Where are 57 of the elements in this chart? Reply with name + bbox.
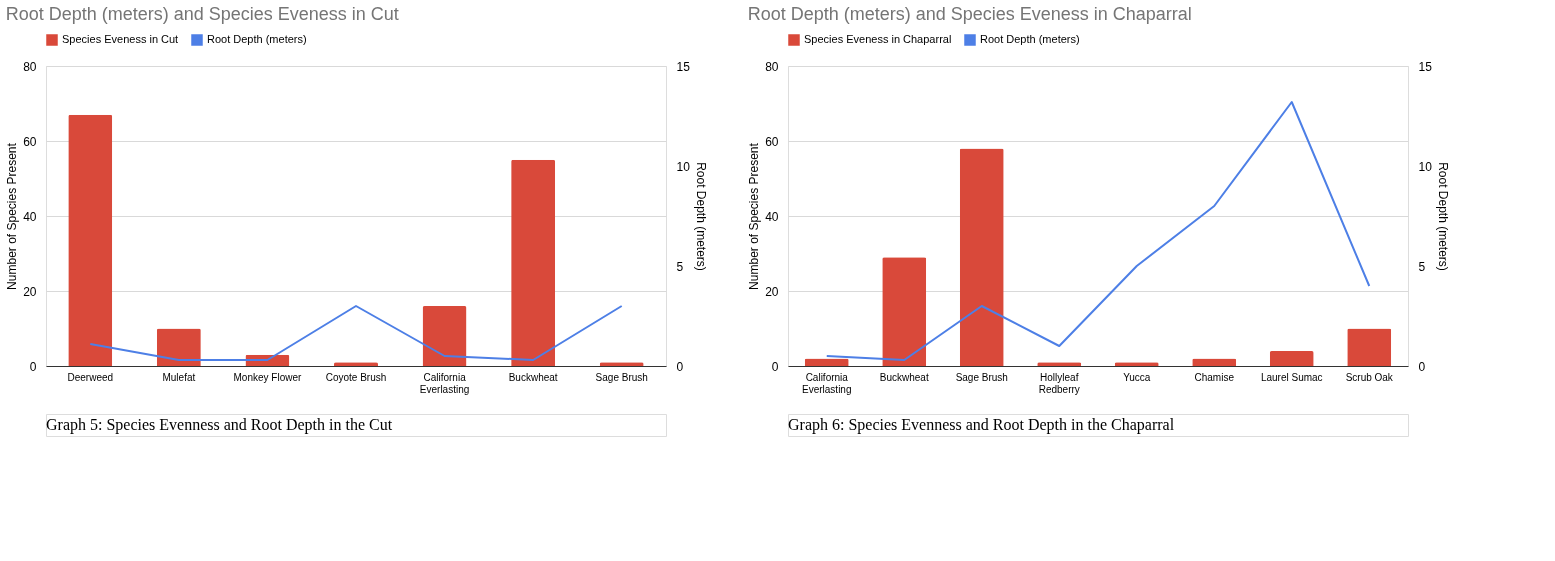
x-tick-label: Buckwheat [508,371,558,383]
y-tick-label: 60 [765,134,779,149]
bar [1347,328,1392,366]
y2-tick-label: 5 [1418,259,1426,274]
bar [511,159,556,366]
y2-tick-label: 10 [1418,159,1433,174]
legend-label: Species Eveness in Chaparral [804,33,952,45]
x-tick-label: Chamise [1194,371,1235,383]
y-tick-label: 0 [771,359,779,374]
y-axis-title: Number of Species Present [5,142,20,290]
y2-axis-title: Root Depth (meters) [1435,162,1450,271]
x-tick-label: Sage Brush [955,371,1008,383]
x-tick-label: Hollyleaf Redberry [1038,371,1080,395]
x-tick-label: Yucca [1123,371,1151,383]
bar [882,257,927,366]
line-series [825,101,1371,361]
y-tick-label: 20 [23,284,37,299]
caption: Graph 6: Species Evenness and Root Depth in the Chaparral [788,416,1175,434]
y-tick-label: 80 [23,59,37,74]
y-tick-label: 80 [765,59,779,74]
y2-axis-title: Root Depth (meters) [693,162,708,271]
x-tick-label: Coyote Brush [325,371,387,383]
chart-title: Root Depth (meters) and Species Eveness in Chaparral [747,4,1192,24]
x-tick-label: Buckwheat [879,371,929,383]
bar [1192,358,1237,366]
y-axis-title: Number of Species Present [747,142,762,290]
x-tick-label: Sage Brush [595,371,648,383]
line-series [89,305,623,361]
caption: Graph 5: Species Evenness and Root Depth in the Cut [46,416,393,434]
chart-title: Root Depth (meters) and Species Eveness in Cut [5,4,399,24]
bar [804,358,849,366]
x-tick-label: Mulefat [162,371,196,383]
bar [68,114,113,366]
bar [1269,351,1314,366]
y2-tick-label: 15 [1418,59,1433,74]
bar [959,148,1004,366]
bar [422,306,467,366]
legend-label: Species Eveness in Cut [62,33,179,45]
x-tick-label: Scrub Oak [1345,371,1394,383]
x-tick-label: California Everlasting [802,371,852,395]
x-tick-label: Deerweed [67,371,114,383]
y2-tick-label: 0 [676,359,684,374]
legend-label: Root Depth (meters) [207,33,307,45]
y2-tick-label: 5 [676,259,684,274]
y-tick-label: 20 [765,284,779,299]
x-tick-label: Monkey Flower [233,371,302,383]
bar [156,328,201,366]
y2-tick-label: 0 [1418,359,1426,374]
y-tick-label: 60 [23,134,37,149]
x-tick-label: California Everlasting [419,371,470,395]
x-tick-label: Laurel Sumac [1260,371,1323,383]
y2-tick-label: 15 [676,59,691,74]
legend-label: Root Depth (meters) [980,33,1080,45]
y-tick-label: 40 [23,209,37,224]
y-tick-label: 0 [29,359,37,374]
y-tick-label: 40 [765,209,779,224]
y2-tick-label: 10 [676,159,691,174]
